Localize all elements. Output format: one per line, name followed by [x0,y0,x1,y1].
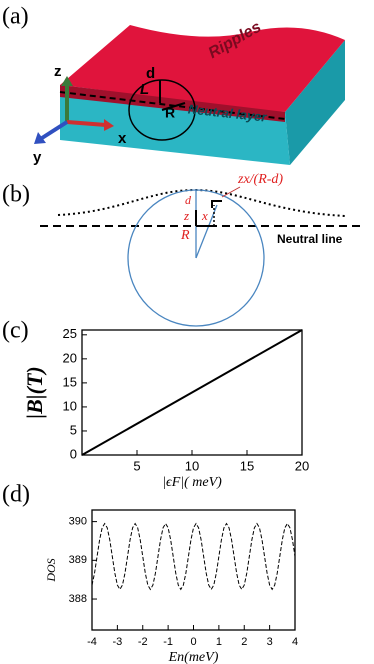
x-tick-label: 1 [216,636,222,648]
text-z: z [183,208,189,223]
y-tick-label: 390 [69,516,87,528]
text-z: z [54,63,62,80]
data-line [81,329,303,456]
y-tick-label: 389 [69,554,87,566]
y-tick-label: 388 [69,593,87,605]
x-axis-label: |ϵF|( meV) [162,475,222,490]
y-axis [40,120,69,140]
block-side [285,40,345,165]
x-tick-label: 15 [240,458,254,473]
y-tick-label: 10 [63,398,77,413]
x-axis [66,120,107,127]
plot-frame [91,509,296,631]
block-top [60,25,345,112]
x-tick-label: 3 [267,636,273,648]
block-front [60,85,290,165]
x-tick-label: 0 [190,636,196,648]
circle [128,79,196,141]
text-y: y [33,149,42,166]
r-arrow [161,102,186,111]
text-d: d [185,193,192,207]
y-arrow [34,132,46,144]
x-tick-label: -3 [112,636,122,648]
text-r: R [180,228,190,243]
z-arrow [61,76,73,86]
x-tick-label: 10 [185,458,199,473]
y-tick-label: 0 [70,446,77,461]
y-tick-label: 5 [70,422,77,437]
y-axis-label: DOS [44,558,58,582]
text-l: L [140,81,149,98]
text-x: x [118,130,127,147]
panel-label: (d) [2,482,30,508]
text-x: x [201,208,208,223]
x-tick-label: -4 [87,636,97,648]
small-bracket [211,200,222,208]
panel-label: (b) [2,182,30,208]
y-tick-label: 15 [63,374,77,389]
x-arrow [104,119,114,131]
data-line [91,522,296,591]
text-r: R [165,105,175,121]
x-tick-label: 20 [295,458,309,473]
x-tick-label: -1 [163,636,173,648]
x-tick-label: 5 [133,458,140,473]
panel-label: (c) [2,318,29,344]
text-d: d [146,65,155,82]
x-axis-label: En(meV) [168,650,219,664]
x-tick-label: 2 [241,636,247,648]
text-neutral-line: Neutral line [277,232,343,246]
neutral-layer-line [59,91,286,120]
panel-label: (a) [2,4,29,30]
x-tick-label: -2 [138,636,148,648]
y-tick-label: 20 [63,350,77,365]
y-axis-label: |B|(T) [22,366,47,418]
y-tick-label: 25 [63,326,77,341]
text-formula: zx/(R-d) [237,172,283,187]
formula-pointer [221,186,241,198]
x-tick-label: 4 [292,636,298,648]
